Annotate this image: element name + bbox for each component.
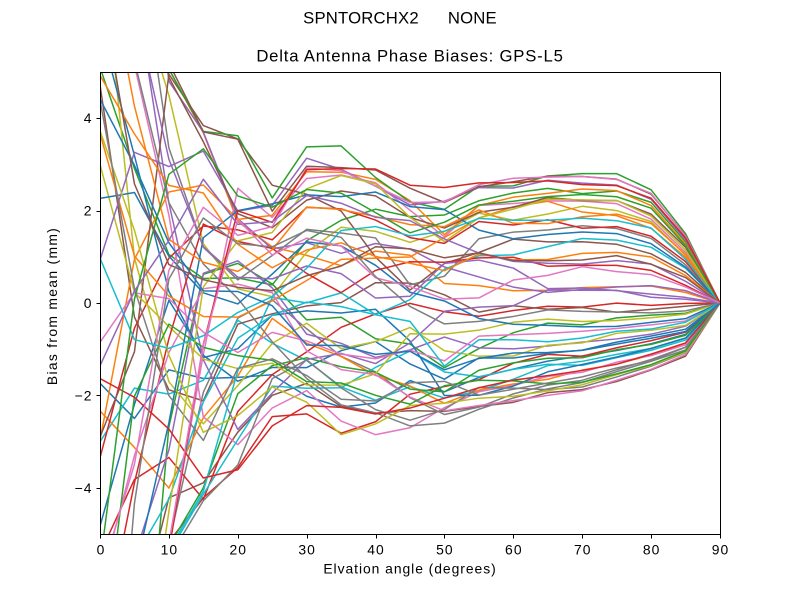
svg-text:50: 50 — [436, 542, 454, 558]
svg-text:2: 2 — [84, 203, 93, 219]
svg-text:4: 4 — [84, 110, 93, 126]
svg-text:0: 0 — [97, 542, 106, 558]
svg-text:Elvation angle (degrees): Elvation angle (degrees) — [323, 561, 496, 577]
svg-text:−4: −4 — [75, 480, 93, 496]
svg-text:−2: −2 — [75, 387, 93, 403]
svg-text:80: 80 — [643, 542, 661, 558]
svg-text:20: 20 — [229, 542, 247, 558]
svg-text:90: 90 — [712, 542, 730, 558]
svg-text:70: 70 — [574, 542, 592, 558]
svg-text:Bias from mean (mm): Bias from mean (mm) — [44, 227, 60, 385]
svg-text:10: 10 — [161, 542, 179, 558]
svg-text:60: 60 — [505, 542, 523, 558]
svg-text:SPNTORCHX2 NONE: SPNTORCHX2 NONE — [303, 8, 497, 27]
svg-text:0: 0 — [84, 295, 93, 311]
svg-text:30: 30 — [298, 542, 316, 558]
svg-text:40: 40 — [367, 542, 385, 558]
svg-text:Delta Antenna Phase Biases: GP: Delta Antenna Phase Biases: GPS-L5 — [256, 47, 563, 66]
